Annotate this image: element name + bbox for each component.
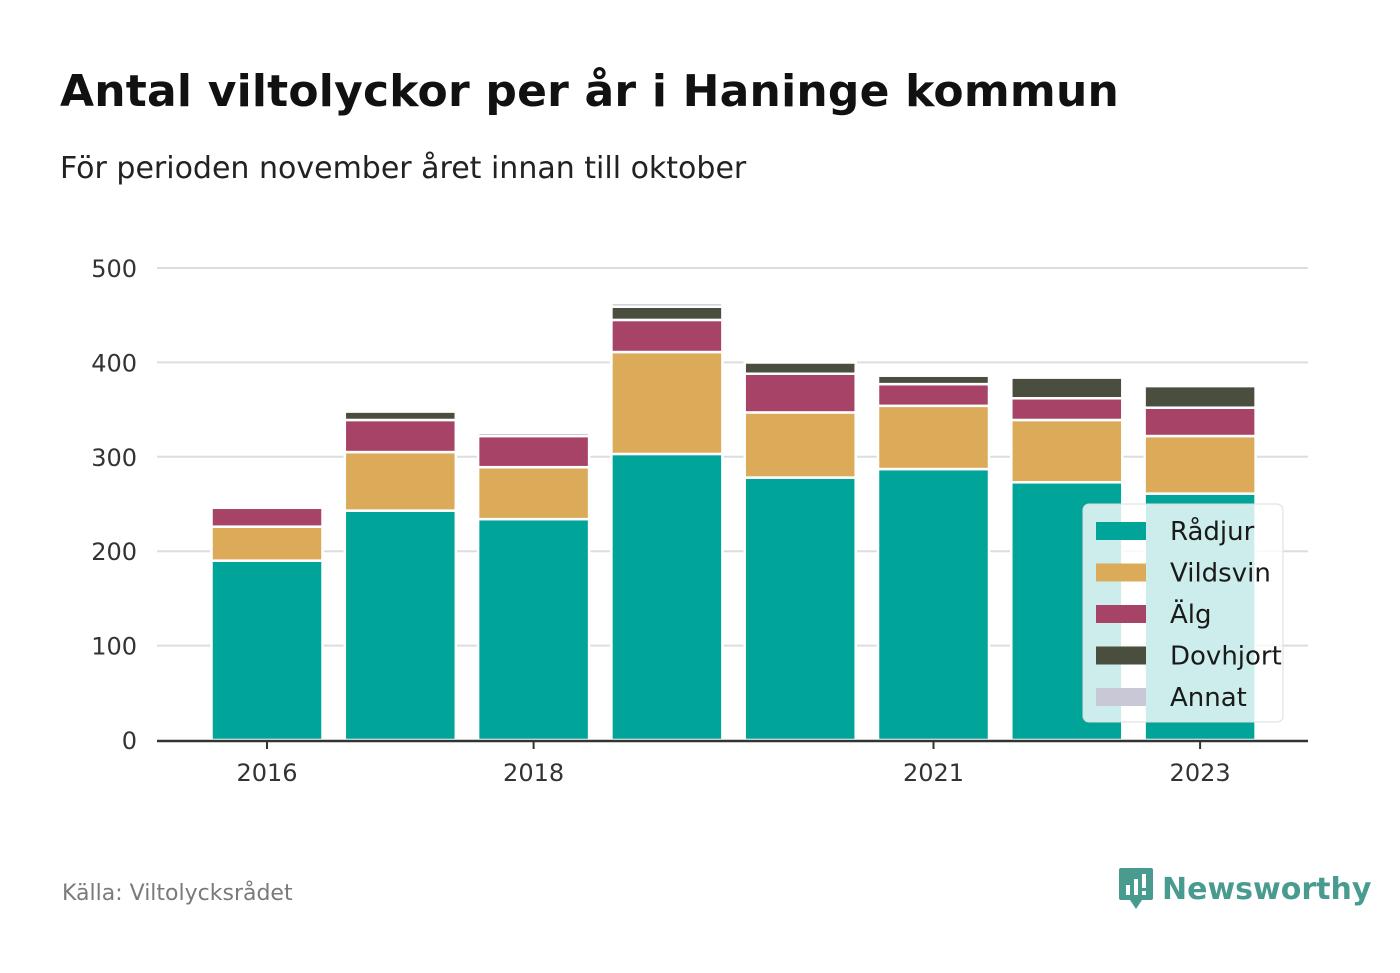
legend-swatch-vildsvin (1096, 563, 1146, 582)
legend-swatch-dovhjort (1096, 646, 1146, 665)
bar-segment-vildsvin (1010, 418, 1124, 484)
bar-segment-vildsvin (610, 350, 724, 456)
bar-segment-vildsvin (343, 450, 458, 512)
bar-segment-vildsvin (210, 525, 324, 562)
legend-label-älg: Älg (1170, 598, 1212, 630)
x-tick-label: 2018 (503, 759, 564, 787)
newsworthy-logo-icon (1119, 868, 1153, 909)
bar-segment-annat (1010, 375, 1124, 379)
y-tick-label: 500 (91, 255, 137, 283)
legend-label-annat: Annat (1170, 683, 1247, 713)
y-tick-label: 300 (91, 444, 137, 472)
legend-background (1082, 503, 1284, 723)
bar-segment-vildsvin (876, 404, 991, 471)
bar-segment-rådjur (876, 467, 991, 742)
bar-segment-älg (1143, 406, 1257, 438)
bar-segment-dovhjort (610, 305, 724, 322)
y-tick-label: 200 (91, 538, 137, 566)
bar-segment-rådjur (343, 509, 458, 742)
legend-swatch-rådjur (1096, 522, 1146, 540)
x-tick-label: 2016 (236, 759, 297, 787)
bar-segment-dovhjort (343, 410, 458, 422)
bar-segment-älg (876, 382, 991, 408)
y-tick-label: 400 (91, 349, 137, 377)
bar-segment-rådjur (610, 452, 724, 742)
bar-segment-rådjur (210, 559, 324, 742)
legend-label-vildsvin: Vildsvin (1170, 559, 1271, 589)
bar-segment-älg (343, 418, 458, 454)
bar-segment-annat (343, 409, 458, 413)
brand-logo: Newsworthy (1118, 866, 1371, 912)
bar-segment-vildsvin (476, 465, 591, 521)
bar-segment-annat (876, 372, 991, 377)
bar-segment-rådjur (743, 476, 857, 742)
y-axis-ticks: 0 100 200 300 400 500 (91, 255, 137, 755)
bar-segment-älg (476, 434, 591, 469)
bar-segment-vildsvin (1143, 434, 1257, 495)
legend: Rådjur Vildsvin Älg Dovhjort Annat (1082, 503, 1284, 723)
bar-segment-annat (743, 360, 857, 364)
source-note: Källa: Viltolycksrådet (62, 881, 293, 906)
bar-segment-dovhjort (1143, 384, 1257, 409)
bar-segment-älg (1010, 397, 1124, 422)
bar-segment-dovhjort (876, 374, 991, 386)
y-tick-label: 0 (122, 727, 137, 755)
x-tick-label: 2021 (903, 759, 964, 787)
x-tick-label: 2023 (1170, 759, 1231, 787)
x-axis: 2016 2018 2021 2023 (157, 739, 1308, 787)
bar-segment-dovhjort (743, 361, 857, 375)
brand-name: Newsworthy (1162, 871, 1372, 907)
bar-segment-rådjur (476, 517, 591, 742)
bar-segment-annat (610, 301, 724, 308)
y-tick-label: 100 (91, 633, 137, 661)
legend-swatch-annat (1096, 688, 1146, 706)
bar-segment-älg (210, 506, 324, 528)
legend-label-dovhjort: Dovhjort (1170, 642, 1282, 672)
legend-swatch-älg (1096, 605, 1146, 623)
legend-label-rådjur: Rådjur (1170, 516, 1255, 547)
chart-title: Antal viltolyckor per år i Haninge kommu… (60, 66, 1120, 117)
bar-segment-annat (1143, 382, 1257, 388)
chart-subtitle: För perioden november året innan till ok… (60, 151, 747, 186)
bar-segment-dovhjort (1010, 376, 1124, 400)
bar-segment-vildsvin (743, 411, 857, 479)
bar-segment-älg (610, 318, 724, 354)
bar-segment-älg (743, 372, 857, 414)
bar-segment-annat (476, 430, 591, 435)
